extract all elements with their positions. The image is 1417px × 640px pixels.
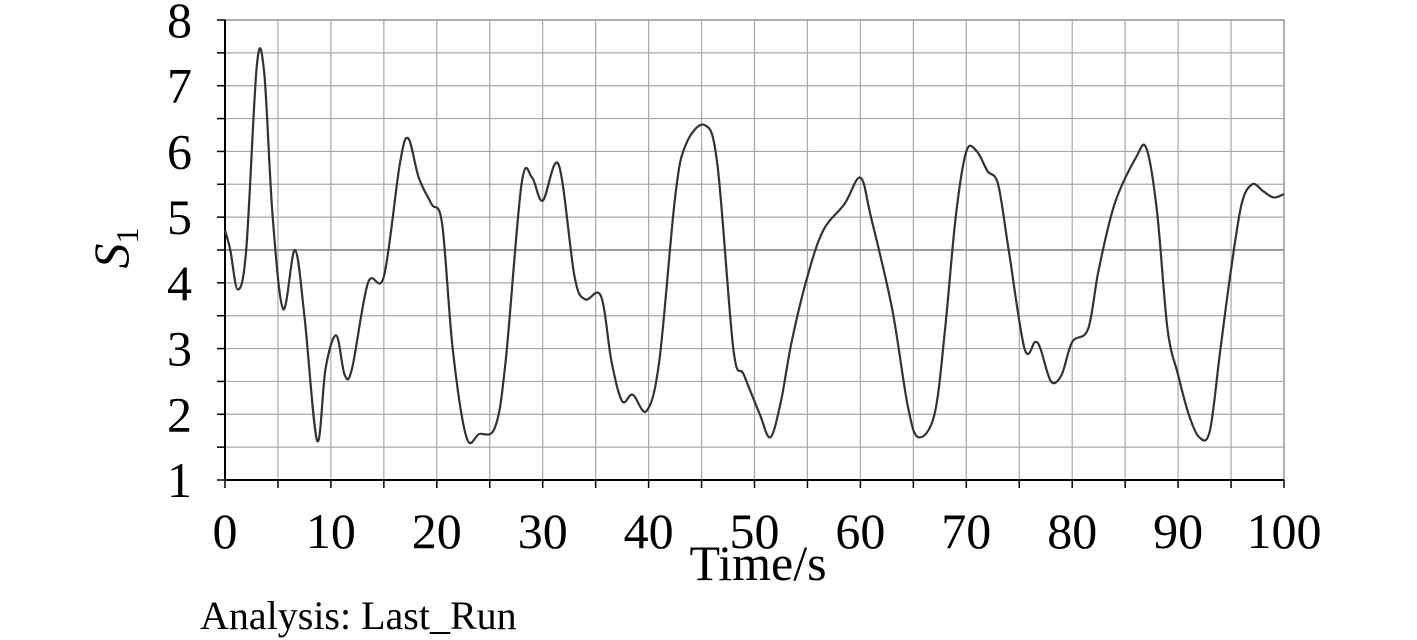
y-tick-label: 5 [167, 189, 192, 245]
x-tick-label: 10 [306, 503, 356, 559]
y-tick-label: 2 [167, 386, 192, 442]
y-tick-label: 4 [167, 255, 192, 311]
x-axis-title: Time/s [689, 535, 826, 591]
x-tick-labels: 0 10 20 30 40 50 60 70 80 90 100 [213, 503, 1322, 559]
x-tick-label: 20 [412, 503, 462, 559]
y-tick-label: 8 [167, 0, 192, 48]
y-tick-label: 3 [167, 321, 192, 377]
y-axis-title-main: S [83, 244, 139, 269]
x-tick-label: 50 [730, 503, 780, 559]
y-tick-label: 7 [167, 58, 192, 114]
y-axis-ticks [217, 19, 225, 481]
x-tick-label: 30 [518, 503, 568, 559]
x-axis-ticks [224, 480, 1285, 488]
x-tick-label: 70 [941, 503, 991, 559]
x-tick-label: 100 [1247, 503, 1322, 559]
y-tick-label: 6 [167, 123, 192, 179]
x-tick-label: 0 [213, 503, 238, 559]
y-tick-labels: 1 2 3 4 5 6 7 8 [167, 0, 192, 508]
series-line-0 [223, 47, 1285, 445]
series-layer [223, 47, 1285, 445]
x-tick-label: 80 [1047, 503, 1097, 559]
x-tick-label: 40 [624, 503, 674, 559]
y-axis-title-subscript: 1 [109, 228, 145, 244]
line-chart: 0 10 20 30 40 50 60 70 80 90 100 1 2 3 4 5 6 7 8 Time/s S… [83, 0, 1322, 591]
x-tick-label: 90 [1153, 503, 1203, 559]
y-axis-title: S1 [83, 228, 145, 269]
x-tick-label: 60 [835, 503, 885, 559]
analysis-caption: Analysis: Last_Run [200, 593, 517, 638]
y-tick-label: 1 [167, 452, 192, 508]
